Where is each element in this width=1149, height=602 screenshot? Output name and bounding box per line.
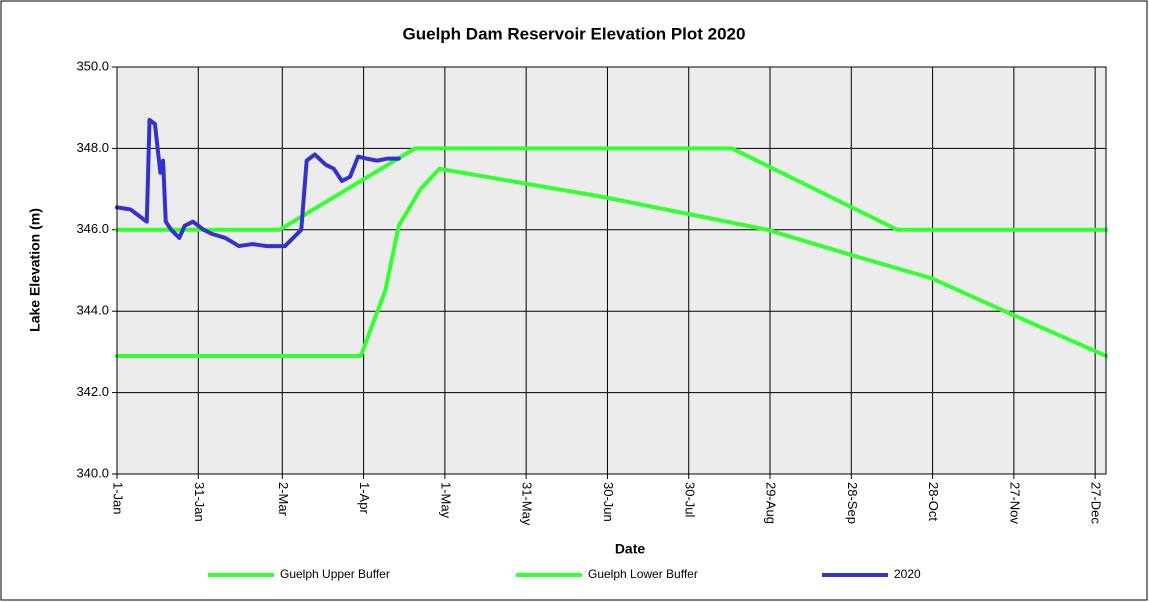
x-tick-label: 27-Dec [1089, 482, 1104, 524]
x-tick-label: 2-Mar [276, 482, 291, 517]
legend-label: Guelph Lower Buffer [588, 567, 698, 581]
y-tick-label: 346.0 [76, 221, 109, 236]
series-line [115, 117, 401, 249]
plot-frame [116, 66, 1107, 475]
y-tick-label: 348.0 [76, 140, 109, 155]
x-tick-label: 28-Sep [845, 482, 860, 524]
y-axis-label: Lake Elevation (m) [27, 208, 43, 332]
x-tick-label: 30-Jun [601, 482, 616, 522]
y-tick-label: 344.0 [76, 303, 109, 318]
x-tick-label: 1-May [438, 482, 453, 519]
x-tick-label: 1-Jan [111, 482, 126, 515]
x-tick-label: 31-Jan [192, 482, 207, 522]
x-tick-label: 28-Oct [926, 482, 941, 521]
legend-label: Guelph Upper Buffer [280, 567, 390, 581]
y-tick-label: 350.0 [76, 58, 109, 73]
y-tick-label: 342.0 [76, 384, 109, 399]
y-tick-label: 340.0 [76, 465, 109, 480]
x-tick-label: 29-Aug [764, 482, 779, 524]
series-line [115, 146, 1108, 232]
x-tick-label: 30-Jul [682, 482, 697, 518]
legend-label: 2020 [894, 567, 921, 581]
chart-title: Guelph Dam Reservoir Elevation Plot 2020 [403, 24, 746, 43]
x-tick-label: 27-Nov [1007, 482, 1022, 524]
x-tick-label: 31-May [520, 482, 535, 526]
plot-area [116, 66, 1107, 475]
series-line [115, 166, 1108, 358]
x-axis-label: Date [615, 541, 646, 557]
x-tick-label: 1-Apr [357, 482, 372, 514]
